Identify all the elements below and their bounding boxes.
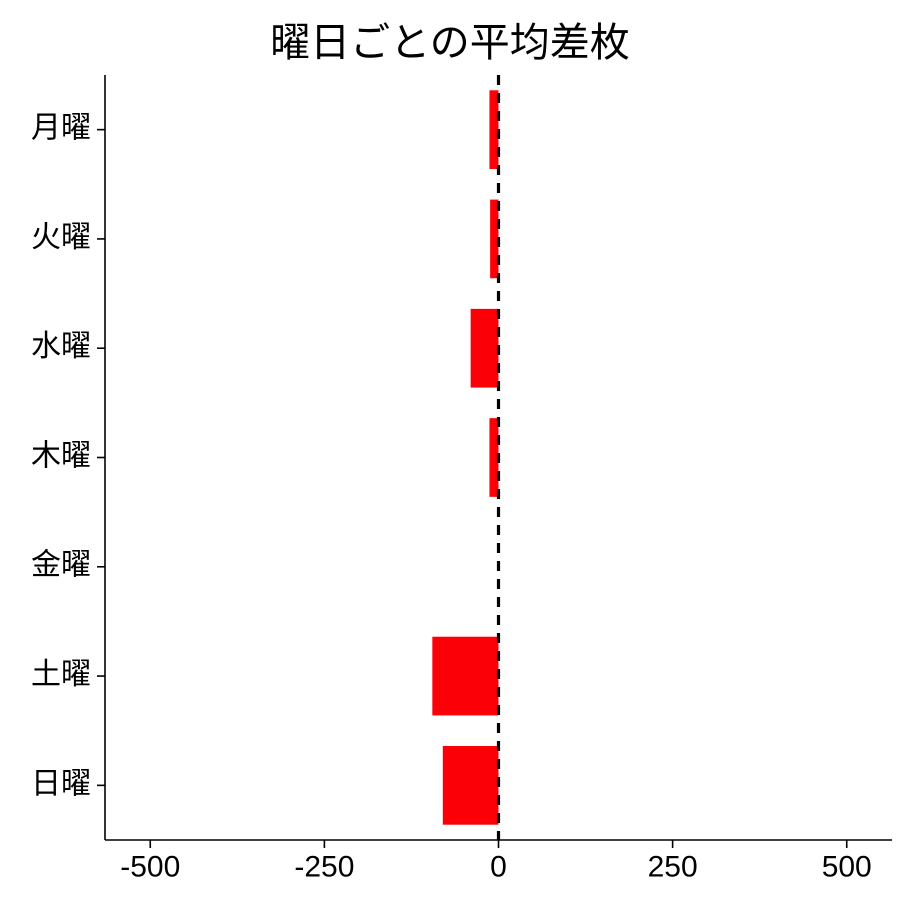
y-tick-label: 土曜 [31, 658, 91, 691]
x-tick-label: 0 [490, 851, 507, 884]
chart-container: 曜日ごとの平均差枚 月曜火曜水曜木曜金曜土曜日曜-500-2500250500 [0, 0, 900, 900]
y-tick-label: 水曜 [31, 330, 91, 363]
y-tick-label: 日曜 [31, 767, 91, 800]
x-tick-label: -500 [120, 851, 180, 884]
bar [443, 746, 499, 825]
bar [471, 309, 499, 388]
chart-svg: 月曜火曜水曜木曜金曜土曜日曜 -500 -250 0 250 500 [0, 0, 900, 900]
x-tick-label: 250 [648, 851, 698, 884]
bar [432, 637, 498, 716]
y-tick-label: 火曜 [31, 221, 91, 254]
x-tick-label: -250 [294, 851, 354, 884]
y-tick-label: 木曜 [31, 439, 91, 472]
x-tick-label: 500 [822, 851, 872, 884]
y-tick-label: 月曜 [31, 112, 91, 145]
y-tick-label: 金曜 [31, 549, 91, 582]
